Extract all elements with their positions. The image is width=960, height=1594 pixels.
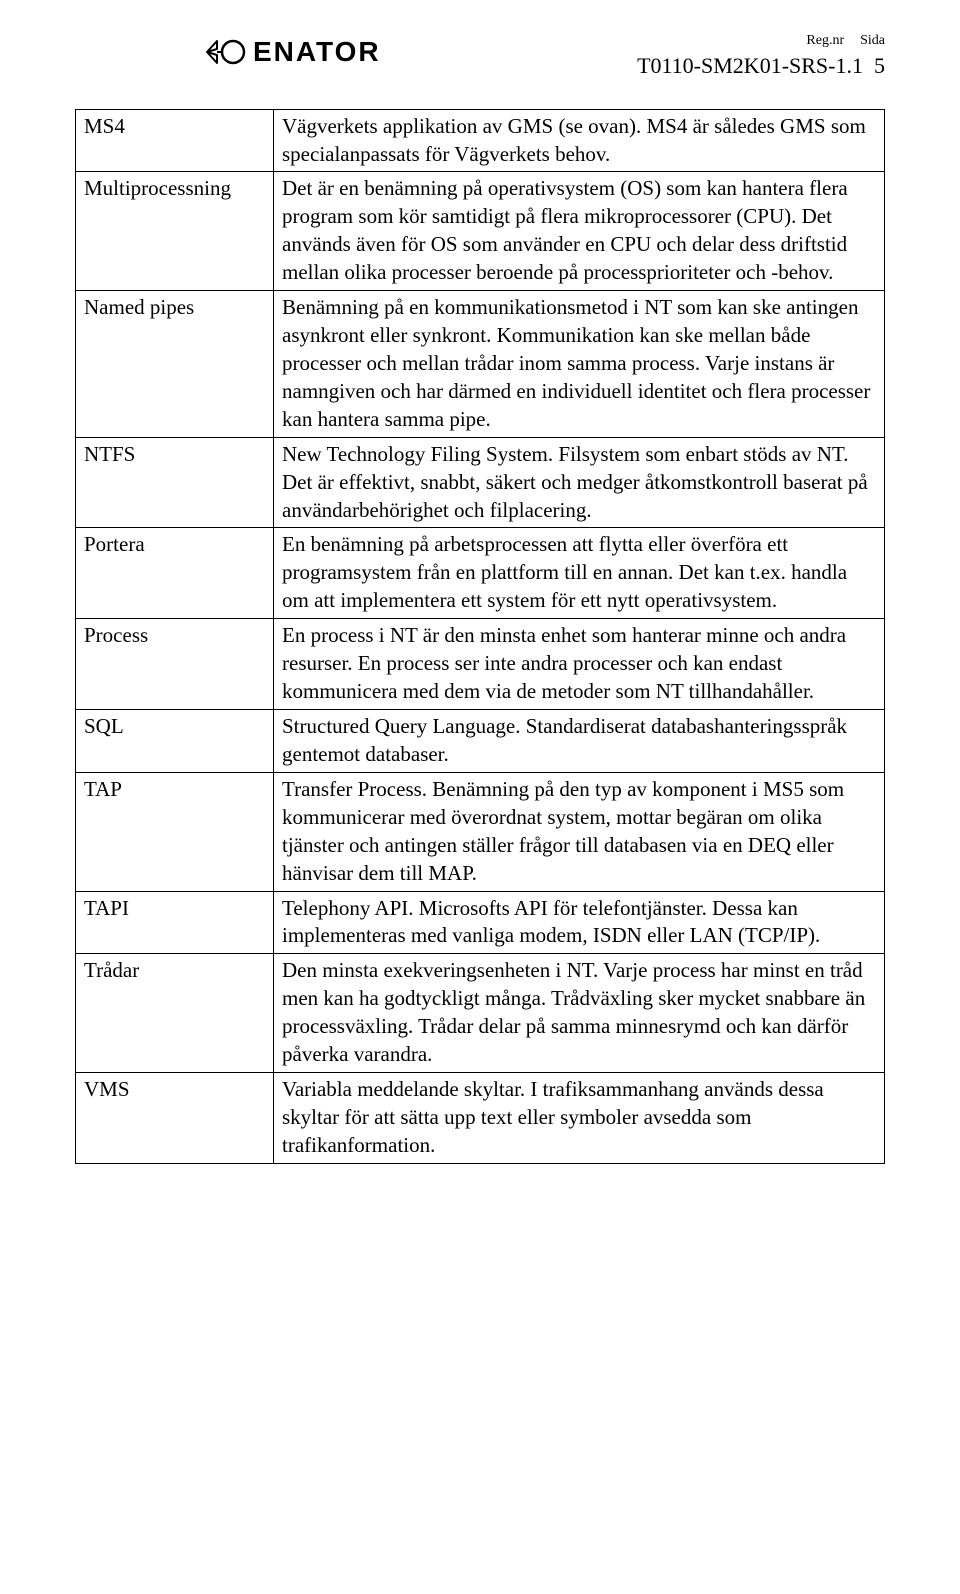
description-cell: En process i NT är den minsta enhet som … (274, 619, 885, 710)
description-cell: Den minsta exekveringsenheten i NT. Varj… (274, 954, 885, 1073)
table-row: TAPTransfer Process. Benämning på den ty… (76, 772, 885, 891)
page-header: ENATOR Reg.nr Sida T0110-SM2K01-SRS-1.1 … (75, 30, 885, 81)
table-row: ProcessEn process i NT är den minsta enh… (76, 619, 885, 710)
description-cell: Vägverkets applikation av GMS (se ovan).… (274, 109, 885, 172)
description-cell: Structured Query Language. Standardisera… (274, 710, 885, 773)
enator-logo-icon (205, 37, 249, 67)
description-cell: Variabla meddelande skyltar. I trafiksam… (274, 1073, 885, 1164)
term-cell: Named pipes (76, 291, 274, 438)
table-row: MultiprocessningDet är en benämning på o… (76, 172, 885, 291)
term-cell: Process (76, 619, 274, 710)
table-row: PorteraEn benämning på arbetsprocessen a… (76, 528, 885, 619)
page: ENATOR Reg.nr Sida T0110-SM2K01-SRS-1.1 … (0, 0, 960, 1204)
doc-id: T0110-SM2K01-SRS-1.1 (637, 53, 863, 78)
term-cell: SQL (76, 710, 274, 773)
table-row: MS4Vägverkets applikation av GMS (se ova… (76, 109, 885, 172)
term-cell: Trådar (76, 954, 274, 1073)
definitions-table: MS4Vägverkets applikation av GMS (se ova… (75, 109, 885, 1164)
description-cell: En benämning på arbetsprocessen att flyt… (274, 528, 885, 619)
term-cell: MS4 (76, 109, 274, 172)
table-row: VMSVariabla meddelande skyltar. I trafik… (76, 1073, 885, 1164)
page-number: 5 (874, 53, 885, 78)
description-cell: New Technology Filing System. Filsystem … (274, 437, 885, 528)
term-cell: TAP (76, 772, 274, 891)
description-cell: Telephony API. Microsofts API för telefo… (274, 891, 885, 954)
term-cell: VMS (76, 1073, 274, 1164)
doc-id-line: T0110-SM2K01-SRS-1.1 5 (637, 51, 885, 81)
table-row: SQLStructured Query Language. Standardis… (76, 710, 885, 773)
definitions-tbody: MS4Vägverkets applikation av GMS (se ova… (76, 109, 885, 1163)
header-right: Reg.nr Sida T0110-SM2K01-SRS-1.1 5 (637, 32, 885, 81)
description-cell: Det är en benämning på operativsystem (O… (274, 172, 885, 291)
term-cell: Multiprocessning (76, 172, 274, 291)
table-row: NTFSNew Technology Filing System. Filsys… (76, 437, 885, 528)
table-row: TrådarDen minsta exekveringsenheten i NT… (76, 954, 885, 1073)
term-cell: NTFS (76, 437, 274, 528)
table-row: TAPITelephony API. Microsofts API för te… (76, 891, 885, 954)
term-cell: Portera (76, 528, 274, 619)
meta-sida-label: Sida (860, 32, 885, 51)
term-cell: TAPI (76, 891, 274, 954)
header-meta: Reg.nr Sida (637, 32, 885, 51)
logo: ENATOR (205, 36, 381, 68)
table-row: Named pipesBenämning på en kommunikation… (76, 291, 885, 438)
description-cell: Benämning på en kommunikationsmetod i NT… (274, 291, 885, 438)
meta-regnr-label: Reg.nr (806, 32, 844, 51)
description-cell: Transfer Process. Benämning på den typ a… (274, 772, 885, 891)
logo-text: ENATOR (253, 36, 381, 68)
